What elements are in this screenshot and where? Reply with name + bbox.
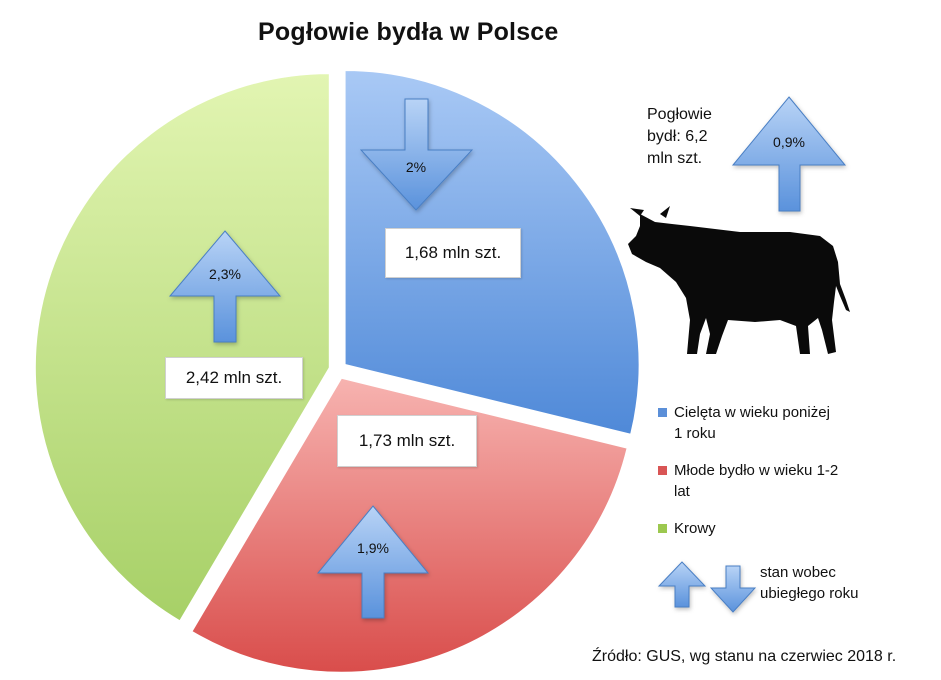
cow-silhouette-icon [628,206,850,354]
legend-item-mlode: Młode bydło w wieku 1-2 lat [658,460,852,502]
arrow-legend-text: stan wobec ubiegłego roku [760,564,859,602]
arrow-up-icon [168,230,282,343]
total-arrow [731,96,847,212]
total-text: Pogłowie bydł: 6,2 mln szt. [647,106,712,167]
slice-arrow-krowy [168,230,282,343]
legend-item-krowy: Krowy [658,518,852,539]
arrow-label-cielaeta: 2% [406,159,426,175]
arrow-label-krowy: 2,3% [209,266,241,282]
slice-value-cielaeta: 1,68 mln szt. [385,228,521,278]
legend-swatch [658,524,667,533]
legend-label: Młode bydło w wieku 1-2 lat [674,462,839,500]
arrow-label-mlode: 1,9% [357,540,389,556]
arrow-down-icon [359,98,474,211]
legend-arrow-up [657,561,707,608]
pie-slice-mlode [191,377,628,673]
legend-swatch [658,466,667,475]
slice-value-krowy: 2,42 mln szt. [165,357,303,399]
legend-arrow-down [709,565,757,613]
arrow-up-icon [657,561,707,608]
pie-slice-krowy [34,73,330,622]
slice-arrow-cielaeta [359,98,474,211]
arrow-down-icon [709,565,757,613]
slice-arrow-mlode [316,505,430,619]
total-change-label: 0,9% [773,134,805,150]
legend-swatch [658,408,667,417]
arrow-up-icon [731,96,847,212]
chart-title: Pogłowie bydła w Polsce [258,18,559,46]
slice-value-mlode: 1,73 mln szt. [337,415,477,467]
arrow-up-icon [316,505,430,619]
legend-item-cielaeta: Cielęta w wieku poniżej 1 roku [658,402,852,444]
source-note: Źródło: GUS, wg stanu na czerwiec 2018 r… [592,648,897,665]
legend-label: Cielęta w wieku poniżej 1 roku [674,404,830,442]
legend-label: Krowy [674,520,716,537]
